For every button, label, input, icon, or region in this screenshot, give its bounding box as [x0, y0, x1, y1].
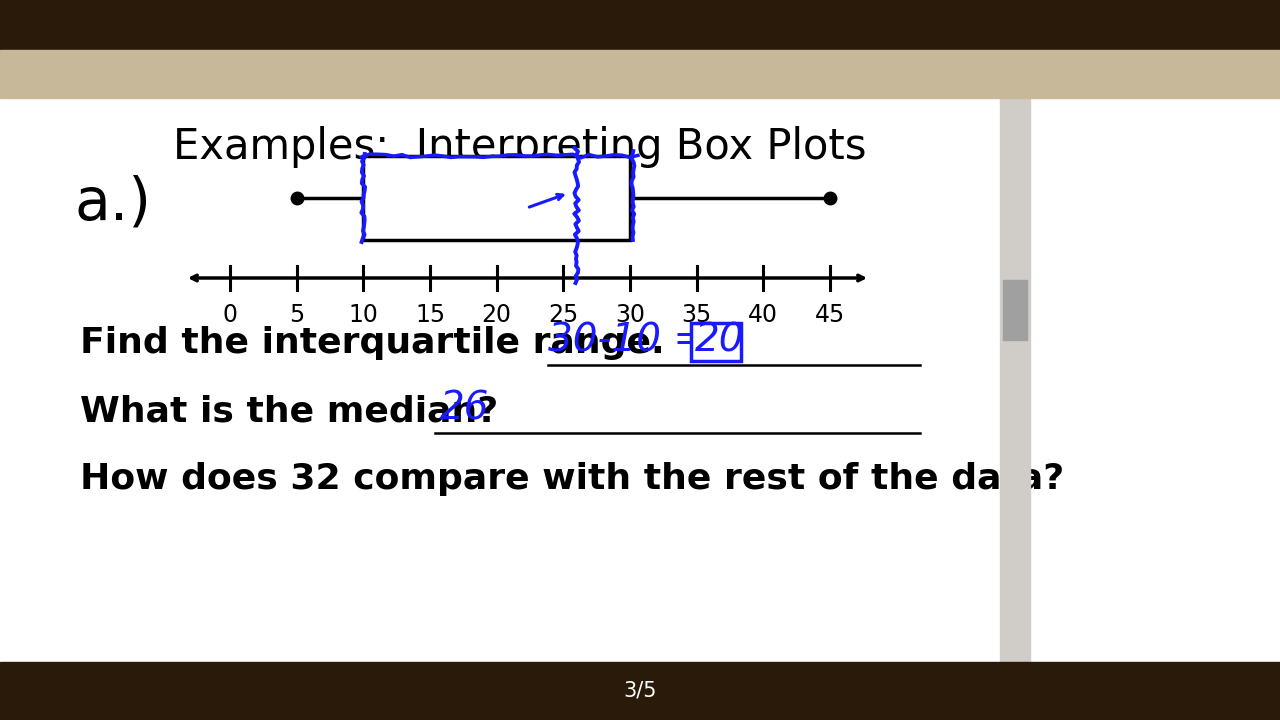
Text: Examples:  Interpreting Box Plots: Examples: Interpreting Box Plots	[173, 126, 867, 168]
Text: 35: 35	[681, 303, 712, 327]
Text: 3/5: 3/5	[623, 681, 657, 701]
Bar	[0, 662, 1280, 720]
Text: 20: 20	[481, 303, 512, 327]
Bar	[1000, 98, 1030, 662]
Text: 26: 26	[440, 389, 489, 427]
Bar	[691, 323, 741, 361]
Text: Find the interquartile range.: Find the interquartile range.	[79, 326, 664, 360]
Bar	[364, 156, 630, 240]
Text: 30: 30	[614, 303, 645, 327]
Text: 30-10 =: 30-10 =	[548, 321, 718, 359]
Text: 15: 15	[415, 303, 445, 327]
Text: 40: 40	[749, 303, 778, 327]
Text: 25: 25	[548, 303, 579, 327]
Bar	[1004, 280, 1027, 340]
Text: 10: 10	[348, 303, 379, 327]
Bar	[0, 98, 1280, 662]
Text: 0: 0	[223, 303, 238, 327]
Text: 20: 20	[695, 321, 745, 359]
Text: 45: 45	[815, 303, 845, 327]
Bar	[0, 0, 1280, 50]
Text: a.): a.)	[76, 174, 152, 232]
Text: What is the median?: What is the median?	[79, 394, 498, 428]
Text: How does 32 compare with the rest of the data?: How does 32 compare with the rest of the…	[79, 462, 1064, 496]
Bar	[0, 50, 1280, 98]
Text: 5: 5	[289, 303, 305, 327]
